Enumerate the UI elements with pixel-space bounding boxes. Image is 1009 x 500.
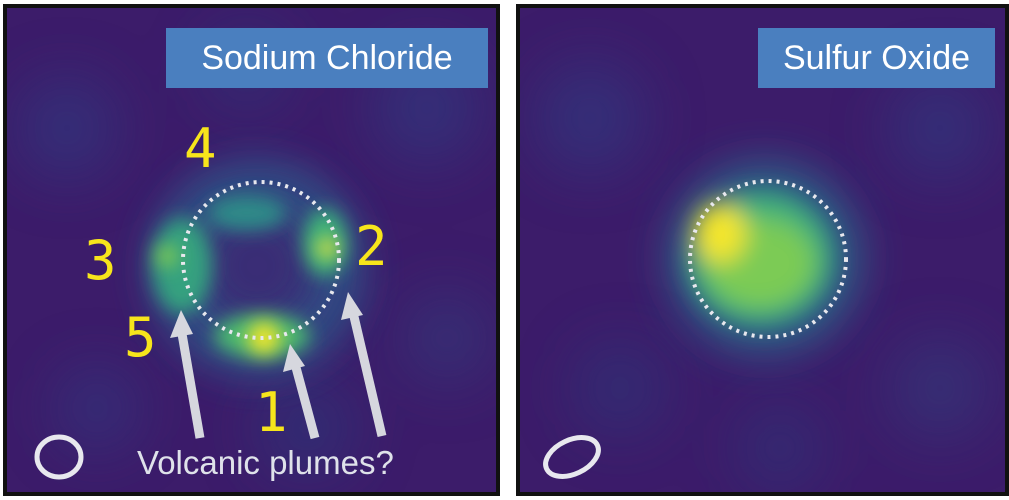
arrow-1	[176, 327, 205, 439]
beam-ellipse	[543, 435, 601, 479]
panel-label: Sodium Chloride	[166, 28, 488, 88]
arrow-2-head	[283, 344, 305, 372]
arrow-3-head	[341, 292, 363, 320]
sulfur-oxide-map	[520, 8, 1005, 492]
marker-1: 1	[255, 381, 288, 444]
marker-3: 3	[84, 229, 117, 292]
arrow-2	[289, 358, 320, 440]
sulfur-oxide-panel: Sulfur Oxide	[516, 4, 1009, 496]
marker-5: 5	[124, 306, 157, 369]
sodium-chloride-panel: Sodium Chloride 1 2 3 4 5 Volcanic plume…	[3, 4, 500, 496]
disk-outline	[688, 179, 848, 339]
disk-outline	[181, 180, 341, 340]
marker-4: 4	[184, 117, 217, 180]
caption: Volcanic plumes?	[137, 444, 394, 481]
beam-ellipse	[34, 434, 84, 480]
arrow-3	[347, 306, 387, 438]
marker-2: 2	[355, 215, 388, 278]
arrow-1-head	[170, 310, 193, 338]
panel-label: Sulfur Oxide	[758, 28, 995, 88]
